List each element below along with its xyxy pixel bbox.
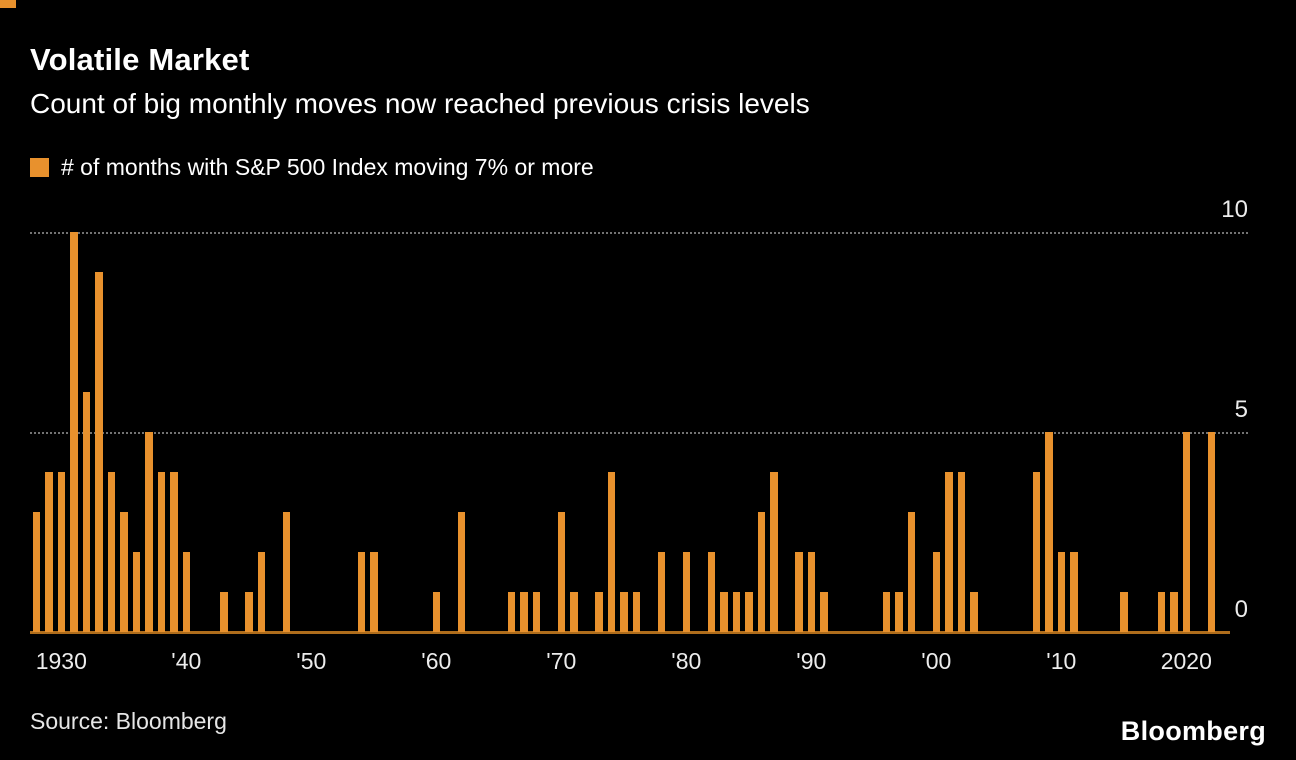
bar-1976 xyxy=(632,592,640,632)
bar-1983 xyxy=(720,592,728,632)
bar-1970 xyxy=(557,512,565,632)
x-axis-label-2020: 2020 xyxy=(1160,648,1212,674)
bar-1931 xyxy=(70,232,78,632)
bar-1996 xyxy=(882,592,890,632)
bar-1946 xyxy=(257,552,265,632)
bar-1948 xyxy=(282,512,290,632)
bar-1990 xyxy=(807,552,815,632)
source-attribution: Source: Bloomberg xyxy=(30,708,227,734)
bar-1982 xyxy=(707,552,715,632)
bar-1986 xyxy=(757,512,765,632)
gridline-10 xyxy=(30,232,1248,234)
bar-1962 xyxy=(457,512,465,632)
bar-1954 xyxy=(357,552,365,632)
x-axis-label-1940: '40 xyxy=(171,648,202,674)
y-axis-label-0: 0 xyxy=(1234,596,1248,623)
bar-2008 xyxy=(1032,472,1040,632)
bar-1989 xyxy=(795,552,803,632)
bar-1940 xyxy=(182,552,190,632)
y-axis-label-10: 10 xyxy=(1221,196,1248,223)
bar-1998 xyxy=(907,512,915,632)
x-axis-label-2010: '10 xyxy=(1046,648,1077,674)
chart-subtitle: Count of big monthly moves now reached p… xyxy=(30,88,810,119)
bar-1967 xyxy=(520,592,528,632)
bar-1929 xyxy=(45,472,53,632)
bar-2018 xyxy=(1157,592,1165,632)
bar-2001 xyxy=(945,472,953,632)
gridline-5 xyxy=(30,432,1248,434)
bar-1939 xyxy=(170,472,178,632)
bar-1933 xyxy=(95,272,103,632)
bar-1938 xyxy=(157,472,165,632)
bar-1936 xyxy=(132,552,140,632)
x-axis-label-2000: '00 xyxy=(921,648,952,674)
x-axis-label-1990: '90 xyxy=(796,648,827,674)
bar-1937 xyxy=(145,432,153,632)
bar-1980 xyxy=(682,552,690,632)
bloomberg-logo: Bloomberg xyxy=(1120,716,1266,746)
bar-1971 xyxy=(570,592,578,632)
x-axis-label-1980: '80 xyxy=(671,648,702,674)
x-axis-label-1970: '70 xyxy=(546,648,577,674)
bar-1930 xyxy=(57,472,65,632)
bar-1955 xyxy=(370,552,378,632)
x-axis-label-1960: '60 xyxy=(421,648,452,674)
bar-1966 xyxy=(507,592,515,632)
legend: # of months with S&P 500 Index moving 7%… xyxy=(30,154,594,181)
bar-2010 xyxy=(1057,552,1065,632)
bar-2020 xyxy=(1182,432,1190,632)
bar-1985 xyxy=(745,592,753,632)
bar-1975 xyxy=(620,592,628,632)
bar-1991 xyxy=(820,592,828,632)
bar-2000 xyxy=(932,552,940,632)
x-axis-label-1930: 1930 xyxy=(35,648,87,674)
bar-2002 xyxy=(957,472,965,632)
bar-1934 xyxy=(107,472,115,632)
bar-1978 xyxy=(657,552,665,632)
bar-2019 xyxy=(1170,592,1178,632)
bar-1987 xyxy=(770,472,778,632)
bar-2015 xyxy=(1120,592,1128,632)
bar-1968 xyxy=(532,592,540,632)
bar-1974 xyxy=(607,472,615,632)
bar-2011 xyxy=(1070,552,1078,632)
bar-1973 xyxy=(595,592,603,632)
x-axis-label-1950: '50 xyxy=(296,648,327,674)
bar-1932 xyxy=(82,392,90,632)
bar-2022 xyxy=(1207,432,1215,632)
bar-1945 xyxy=(245,592,253,632)
bar-2009 xyxy=(1045,432,1053,632)
legend-swatch-icon xyxy=(30,158,49,177)
chart-title: Volatile Market xyxy=(30,42,250,77)
bar-1960 xyxy=(432,592,440,632)
y-axis-label-5: 5 xyxy=(1234,396,1248,423)
bar-1997 xyxy=(895,592,903,632)
x-axis-line xyxy=(30,631,1230,634)
bar-1935 xyxy=(120,512,128,632)
bar-1943 xyxy=(220,592,228,632)
bar-2003 xyxy=(970,592,978,632)
bar-1928 xyxy=(32,512,40,632)
legend-label: # of months with S&P 500 Index moving 7%… xyxy=(61,154,594,180)
brand-corner-mark xyxy=(0,0,16,8)
bar-1984 xyxy=(732,592,740,632)
